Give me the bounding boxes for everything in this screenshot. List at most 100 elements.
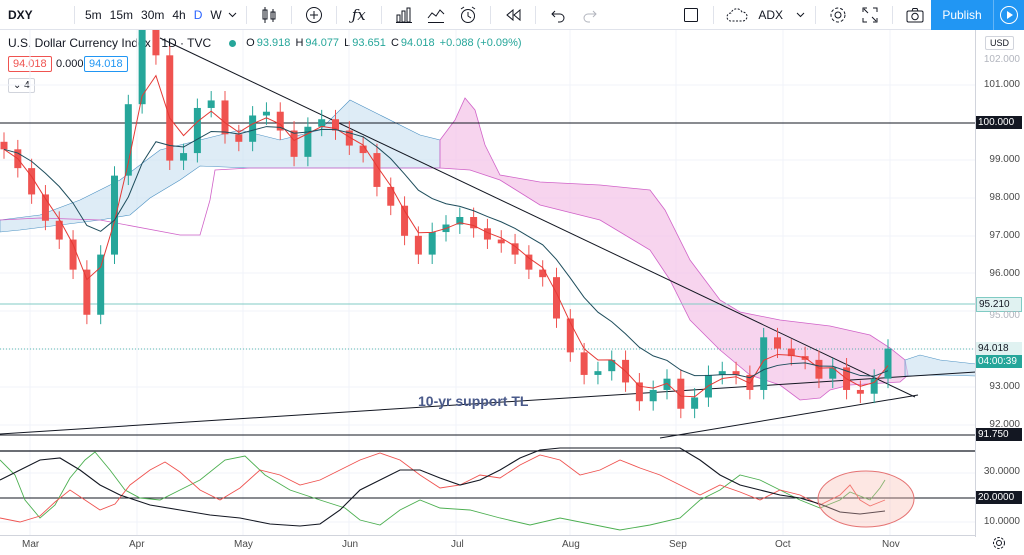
oscillator-pane [0,447,976,531]
undo-icon[interactable] [548,5,568,25]
candle-body [718,371,726,375]
price-label: 102.000 [983,54,1020,65]
adx-line [0,447,886,527]
toolbar-divider [335,5,337,24]
price-label: 98.000 [989,192,1020,203]
ohlc-values: O 93.918 H 94.077 L 93.651 C 94.018 +0.088 (… [246,37,523,49]
candle-body [345,130,353,146]
price-grid [0,30,976,535]
interval-5m[interactable]: 5m [85,7,102,22]
price-label: 97.000 [989,230,1020,241]
price-axis[interactable]: USD 102.000 101.000 100.000 99.000 98.00… [975,30,1024,537]
support-annotation[interactable]: 10-yr support TL [418,393,529,409]
price-chart[interactable]: 10-yr support TL [0,30,976,535]
candle-body [249,115,257,142]
toolbar-divider [534,5,536,24]
high-label: H [295,37,304,49]
compare-chart-icon[interactable] [426,5,446,25]
low-value: 93.651 [352,37,386,49]
candle-body [41,194,49,221]
candle-body [608,359,616,372]
lower-wedge-line[interactable] [659,394,919,439]
toolbar-divider [815,6,816,24]
candle-body [207,100,215,108]
camera-icon[interactable] [905,5,925,25]
candle-body [470,217,478,229]
ichimoku-cloud-bearish [439,97,909,401]
toolbar-divider [892,6,893,24]
interval-d[interactable]: D [193,7,203,22]
candle-body [332,119,339,131]
interval-4h[interactable]: 4h [172,7,186,22]
support-trend-line[interactable] [0,371,976,435]
price-tag-current: 94.018 [976,342,1022,355]
publish-button[interactable]: Publish [931,0,993,30]
candle-body [635,382,643,402]
interval-30m[interactable]: 30m [141,7,165,22]
candle-body [594,371,602,375]
symbol-search[interactable]: DXY [8,7,33,22]
osc-label: 10.0000 [983,516,1020,527]
toolbar-divider [380,5,382,24]
chevron-down-icon[interactable] [795,5,805,25]
osc-tag-20: 20.0000 [976,491,1022,504]
candle-body [124,104,132,176]
candle-body [663,378,671,390]
close-value: 94.018 [400,37,435,49]
candle-body [401,205,409,236]
price-label: 101.000 [983,79,1020,90]
gear-icon[interactable] [828,5,848,25]
di-minus-line [0,452,886,523]
indicators-icon[interactable]: ƒx [351,5,366,24]
date-label: Apr [129,539,145,550]
ask-badge[interactable]: 94.018 [84,56,128,72]
instrument-title: U.S. Dollar Currency Index · 1D · TVC [8,36,212,50]
cloud-icon[interactable] [726,5,748,25]
currency-badge[interactable]: USD [985,36,1015,50]
di-plus-line [0,451,886,531]
highlight-ellipse[interactable] [817,470,915,528]
templates-icon[interactable] [394,5,414,25]
candle-body [166,55,174,161]
expand-icon[interactable] [860,5,880,25]
candle-body [428,232,436,255]
interval-15m[interactable]: 15m [109,7,134,22]
axis-settings-icon[interactable] [992,536,1008,552]
chevron-down-icon[interactable] [228,5,238,25]
date-axis[interactable]: Mar Apr May Jun Jul Aug Sep Oct Nov [0,535,976,554]
add-compare-icon[interactable] [304,5,324,25]
toolbar-divider [489,5,491,24]
candle-body [539,269,547,278]
candle-body [83,269,91,315]
candle-body [870,378,878,394]
price-label: 95.000 [989,310,1020,321]
candle-body [525,254,533,270]
replay-icon[interactable] [503,5,523,25]
play-icon[interactable] [993,0,1024,30]
candle-body [691,397,699,409]
compare-symbol-label[interactable]: ADX [758,8,783,22]
downtrend-line[interactable] [159,37,916,398]
candle-body [580,352,588,375]
candle-body [221,100,229,135]
toolbar-divider [290,5,292,24]
change-value: +0.088 (+0.09%) [439,37,522,49]
price-label: 96.000 [989,268,1020,279]
candle-body [553,277,560,319]
candle-body [304,126,312,157]
toolbar-divider [245,5,247,24]
candle-body [649,389,657,402]
candle-body [152,30,160,56]
candle-body [566,318,574,353]
open-value: 93.918 [256,37,291,49]
redo-icon[interactable] [580,5,600,25]
alert-clock-icon[interactable] [458,5,478,25]
candles-icon[interactable] [259,5,279,25]
toolbar-right: ADX Publish [675,0,1024,30]
candle-body [456,217,464,225]
fullscreen-square-icon[interactable] [681,5,701,25]
price-tag-100: 100.000 [976,116,1022,129]
interval-w[interactable]: W [210,7,222,22]
candle-body [387,186,395,206]
date-label: Sep [669,539,687,550]
